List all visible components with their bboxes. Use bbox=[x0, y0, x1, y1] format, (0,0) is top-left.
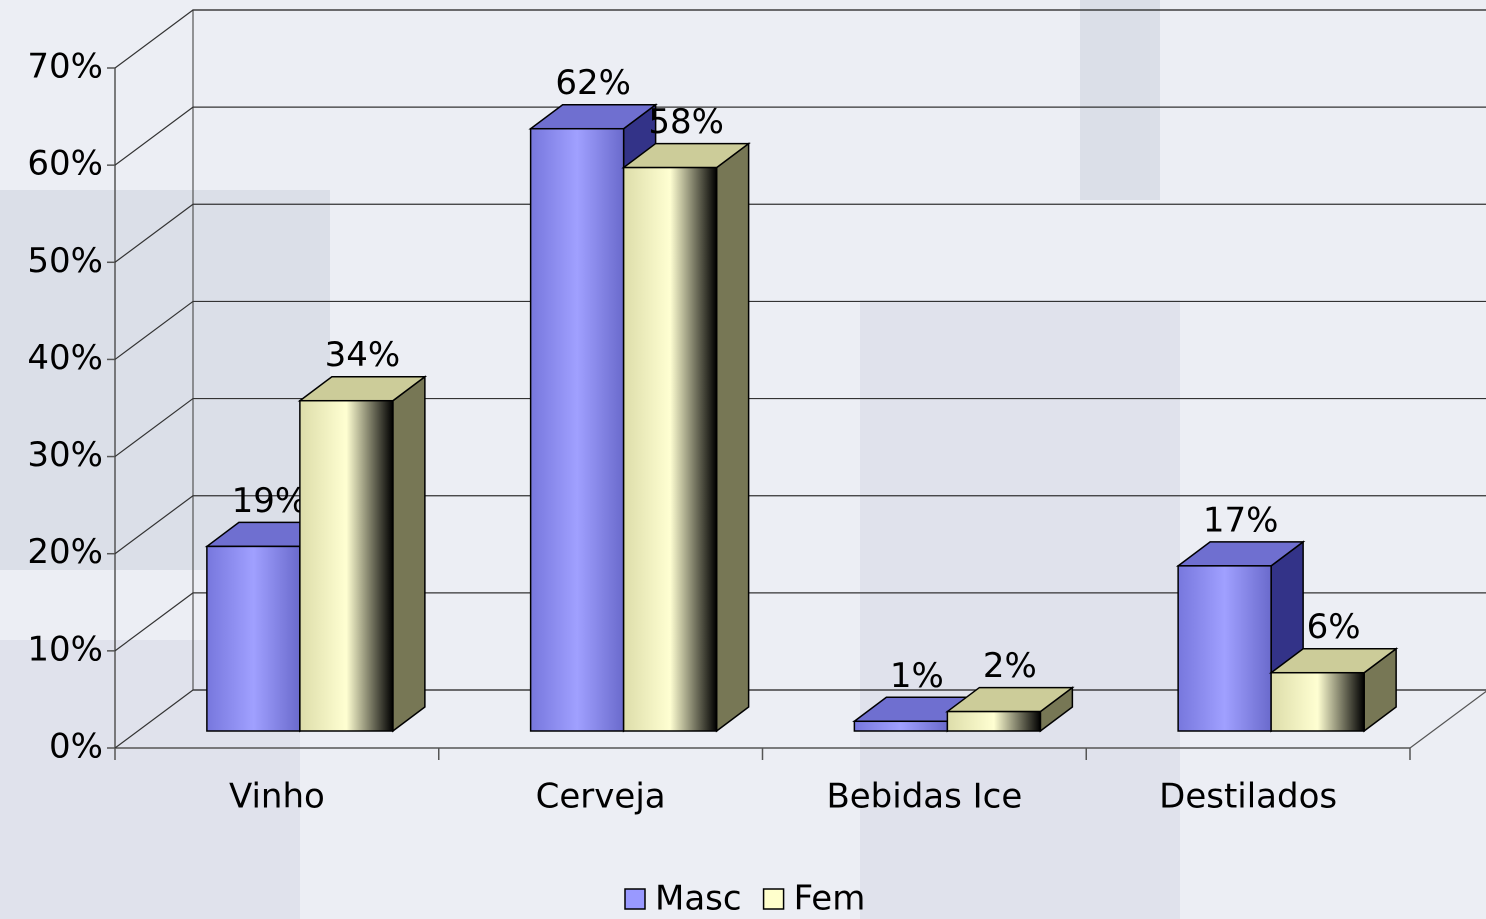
legend-label: Fem bbox=[794, 879, 866, 919]
value-label: 62% bbox=[555, 63, 631, 103]
y-tick-label: 50% bbox=[27, 241, 103, 281]
grid-line bbox=[114, 300, 1486, 360]
value-label: 58% bbox=[648, 102, 724, 142]
value-label: 17% bbox=[1203, 500, 1279, 540]
grid-line bbox=[114, 592, 1486, 652]
bar-side bbox=[392, 375, 426, 733]
bar-side bbox=[715, 142, 750, 733]
legend-label: Masc bbox=[655, 879, 742, 919]
legend-swatch bbox=[762, 888, 785, 910]
bar bbox=[1177, 565, 1272, 732]
value-label: 1% bbox=[890, 656, 944, 696]
y-tick-label: 20% bbox=[27, 532, 103, 572]
bar bbox=[946, 710, 1042, 732]
y-tick-label: 10% bbox=[27, 629, 103, 669]
bar bbox=[299, 399, 394, 732]
x-tick-label: Cerveja bbox=[536, 777, 666, 817]
y-tick-label: 60% bbox=[27, 144, 103, 184]
value-label: 6% bbox=[1307, 607, 1361, 647]
bar bbox=[1270, 671, 1365, 732]
bar bbox=[529, 127, 625, 732]
x-tick-label: Bebidas Ice bbox=[826, 777, 1022, 817]
grid-line bbox=[114, 106, 1486, 166]
legend-swatch bbox=[624, 888, 646, 910]
y-tick-label: 0% bbox=[49, 727, 103, 767]
value-label: 34% bbox=[325, 335, 401, 375]
bar bbox=[853, 720, 949, 732]
x-tick-label: Destilados bbox=[1159, 777, 1337, 817]
floor-edge bbox=[1409, 690, 1486, 749]
x-tick-label: Vinho bbox=[229, 777, 325, 817]
grid-line bbox=[114, 397, 1486, 458]
y-tick-label: 70% bbox=[27, 47, 103, 87]
y-tick-label: 30% bbox=[27, 435, 103, 475]
grid-line bbox=[114, 495, 1486, 555]
value-label: 19% bbox=[232, 481, 308, 521]
bar bbox=[622, 166, 718, 732]
y-tick-label: 40% bbox=[27, 338, 103, 378]
grid-line bbox=[114, 203, 1486, 263]
grid-line bbox=[114, 9, 1486, 69]
bar bbox=[206, 545, 301, 732]
value-label: 2% bbox=[983, 646, 1037, 686]
